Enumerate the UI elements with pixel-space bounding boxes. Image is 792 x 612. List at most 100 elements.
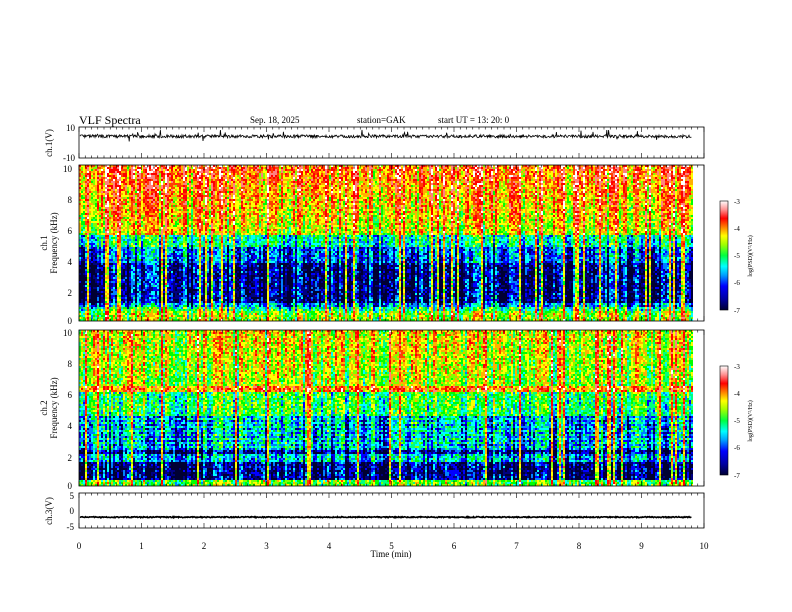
spectrogram-cell [105,185,107,187]
spectrogram-cell [173,277,175,279]
spectrogram-cell [135,295,137,297]
spectrogram-cell [187,185,189,187]
spectrogram-cell [187,171,189,173]
spectrogram-cell [97,257,99,259]
spectrogram-cell [155,183,157,185]
spectrogram-cell [95,173,97,175]
spectrogram-cell [193,195,195,197]
spectrogram-cell [165,177,167,179]
spectrogram-cell [167,205,169,207]
spectrogram-cell [189,301,191,303]
spectrogram-cell [91,235,93,237]
spectrogram-cell [141,245,143,247]
spectrogram-cell [99,201,101,203]
spectrogram-cell [121,191,123,193]
spectrogram-cell [153,317,155,319]
spectrogram-cell [125,169,127,171]
spectrogram-cell [183,215,185,217]
spectrogram-cell [161,193,163,195]
spectrogram-cell [169,283,171,285]
spectrogram-cell [169,275,171,277]
spectrogram-cell [193,257,195,259]
spectrogram-cell [127,171,129,173]
spectrogram-cell [191,183,193,185]
spectrogram-cell [113,261,115,263]
spectrogram-cell [133,187,135,189]
spectrogram-cell [153,277,155,279]
spectrogram-cell [157,171,159,173]
spectrogram-cell [133,201,135,203]
spectrogram-cell [145,261,147,263]
spectrogram-cell [143,173,145,175]
spectrogram-cell [151,265,153,267]
spectrogram-cell [147,219,149,221]
spectrogram-cell [167,315,169,317]
spectrogram-cell [137,229,139,231]
spectrogram-cell [145,277,147,279]
spectrogram-cell [143,271,145,273]
spectrogram-cell [109,213,111,215]
spectrogram-cell [139,265,141,267]
spectrogram-cell [165,187,167,189]
spectrogram-cell [165,305,167,307]
spectrogram-cell [189,181,191,183]
spectrogram-cell [151,247,153,249]
spectrogram-cell [149,299,151,301]
spectrogram-cell [125,295,127,297]
spectrogram-cell [155,259,157,261]
spectrogram-cell [141,267,143,269]
spectrogram-cell [119,275,121,277]
spectrogram-cell [149,279,151,281]
spectrogram-cell [81,311,83,313]
spectrogram-cell [159,199,161,201]
spectrogram-cell [127,225,129,227]
spectrogram-cell [153,227,155,229]
spectrogram-cell [199,303,201,305]
spectrogram-cell [191,305,193,307]
spectrogram-cell [177,305,179,307]
spectrogram-cell [121,309,123,311]
spectrogram-cell [187,189,189,191]
spectrogram-cell [87,257,89,259]
spectrogram-cell [143,291,145,293]
spectrogram-cell [119,273,121,275]
spectrogram-cell [103,175,105,177]
spectrogram-cell [135,253,137,255]
spectrogram-cell [107,297,109,299]
spectrogram-cell [115,223,117,225]
spectrogram-cell [141,167,143,169]
spectrogram-cell [163,221,165,223]
spectrogram-cell [185,305,187,307]
spectrogram-cell [89,199,91,201]
spectrogram-cell [199,217,201,219]
spectrogram-cell [171,265,173,267]
spectrogram-cell [139,267,141,269]
spectrogram-cell [177,263,179,265]
spectrogram-cell [133,291,135,293]
spectrogram-cell [193,247,195,249]
spectrogram-cell [193,261,195,263]
spectrogram-cell [189,191,191,193]
spectrogram-cell [101,311,103,313]
spectrogram-cell [93,273,95,275]
spectrogram-cell [165,319,167,321]
spectrogram-cell [157,221,159,223]
spectrogram-cell [79,185,81,187]
spectrogram-cell [165,303,167,305]
spectrogram-cell [151,213,153,215]
spectrogram-cell [105,179,107,181]
spectrogram-cell [147,255,149,257]
spectrogram-cell [189,309,191,311]
spectrogram-cell [145,275,147,277]
spectrogram-cell [113,265,115,267]
spectrogram-cell [95,269,97,271]
spectrogram-cell [135,255,137,257]
spectrogram-cell [93,251,95,253]
spectrogram-cell [147,221,149,223]
spectrogram-cell [89,189,91,191]
spectrogram-cell [89,241,91,243]
spectrogram-cell [113,183,115,185]
spectrogram-cell [169,229,171,231]
spectrogram-cell [117,317,119,319]
spectrogram-cell [195,169,197,171]
